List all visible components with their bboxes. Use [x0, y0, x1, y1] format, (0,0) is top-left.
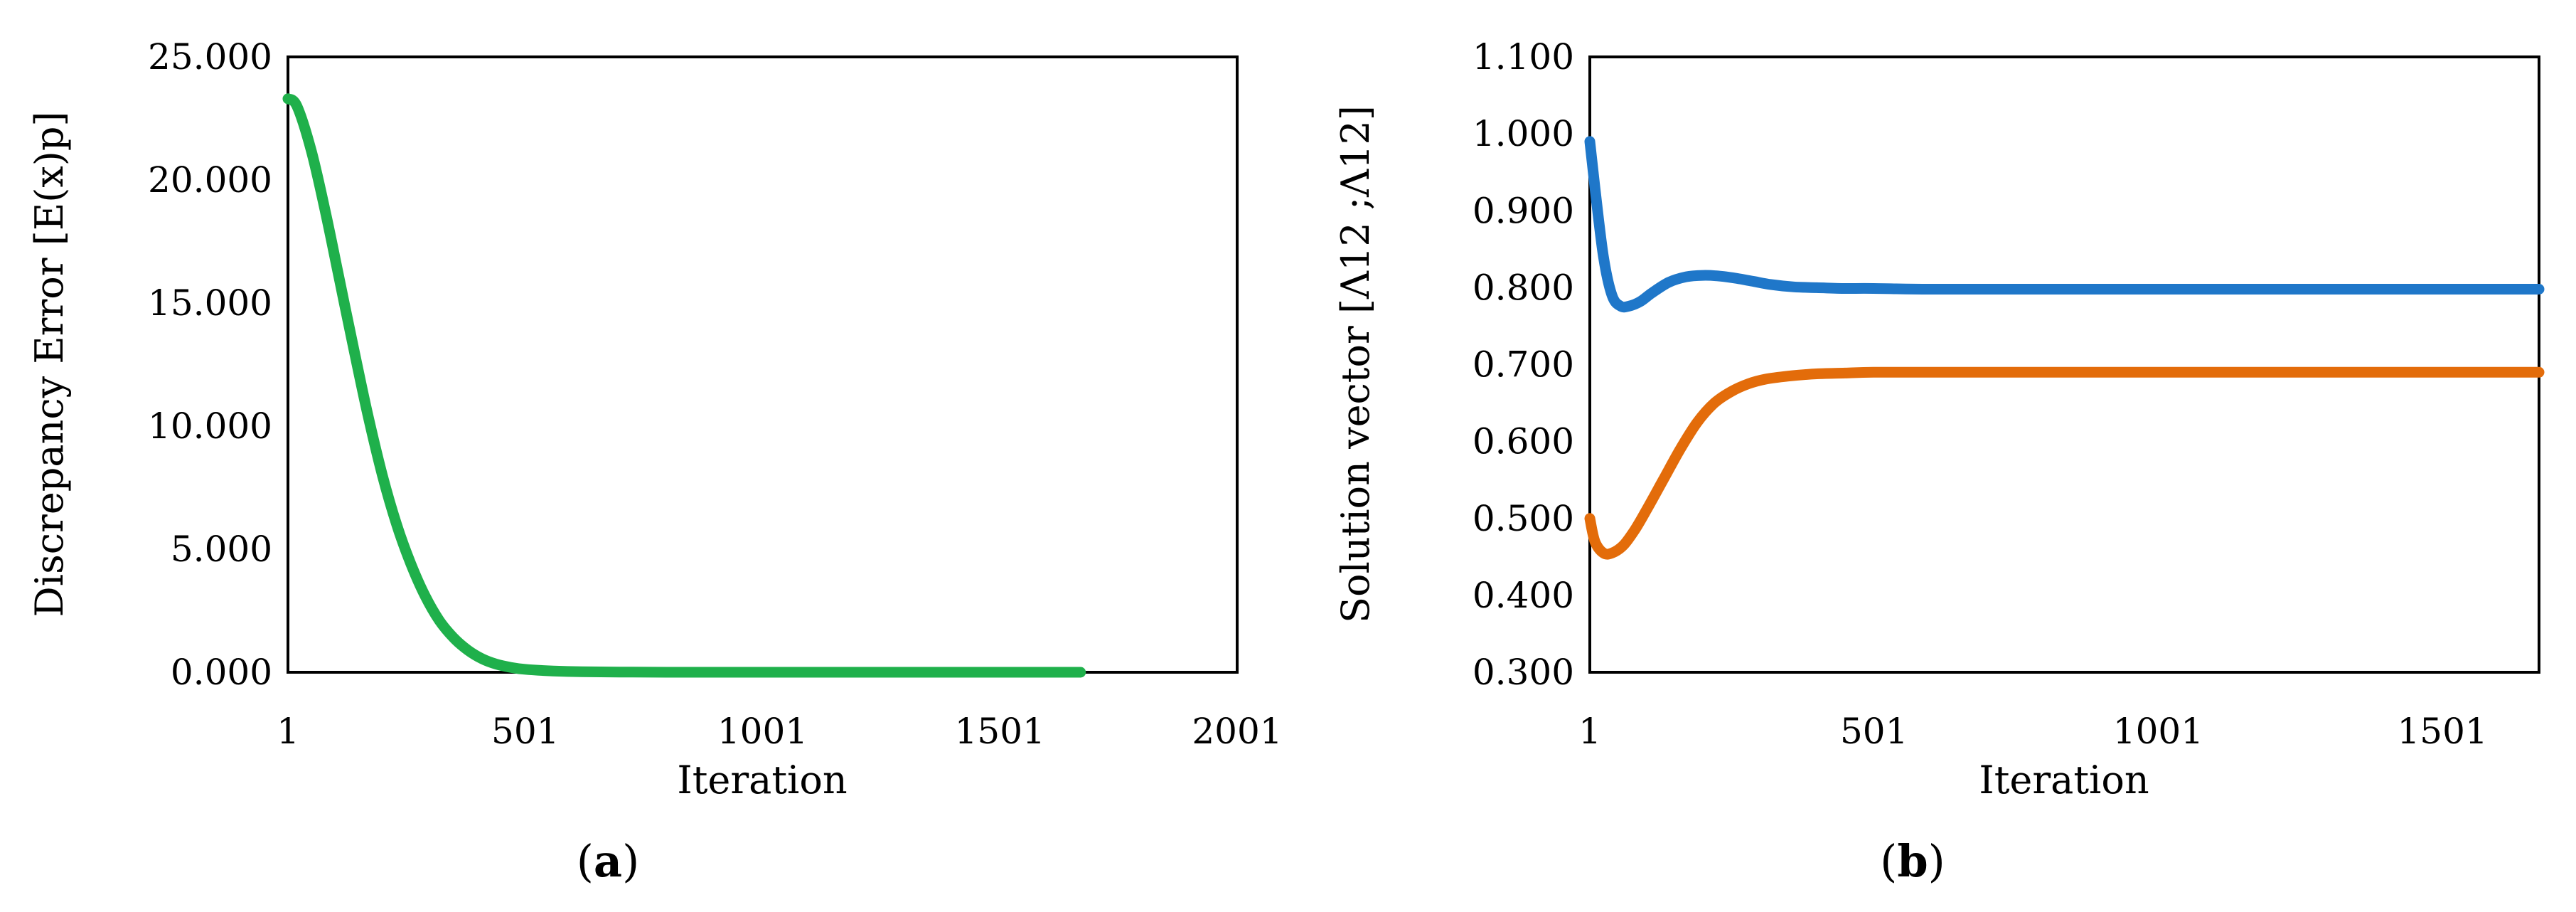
x-tick-labels: 1 501 1001 1501 2001	[277, 711, 1283, 752]
panel-label: (a)	[577, 835, 640, 887]
series-line-1	[1584, 136, 2545, 313]
plot-area-frame	[1588, 55, 2540, 674]
y-tick-label: 0.700	[1473, 344, 1574, 386]
x-tick-label: 1	[277, 711, 299, 752]
y-tick-label: 0.600	[1473, 421, 1574, 462]
series-line-2	[1584, 366, 2545, 560]
y-tick-labels: 0.300 0.400 0.500 0.600 0.700 0.800 0.900 1.000…	[1473, 36, 1574, 693]
y-axis-title: Discrepancy Error [E(x)p]	[27, 112, 72, 617]
x-tick-label: 1501	[2397, 711, 2487, 752]
y-tick-label: 15.000	[148, 282, 272, 324]
x-tick-label: 501	[491, 711, 559, 752]
y-tick-label: 0.300	[1473, 652, 1574, 693]
y-tick-label: 0.000	[171, 652, 272, 693]
x-axis-title: Iteration	[1979, 758, 2149, 802]
x-tick-label: 2001	[1192, 711, 1282, 752]
x-tick-label: 1001	[2113, 711, 2203, 752]
y-axis-title: Solution vector [Λ12 ;Λ12]	[1333, 105, 1378, 623]
y-tick-label: 0.800	[1473, 267, 1574, 308]
x-tick-label: 1501	[955, 711, 1045, 752]
y-tick-label: 0.400	[1473, 575, 1574, 616]
y-tick-label: 0.500	[1473, 498, 1574, 539]
y-tick-labels: 0.000 5.000 10.000 15.000 20.000 25.000	[148, 36, 272, 693]
x-tick-labels: 1 501 1001 1501	[1578, 711, 2488, 752]
chart-panel-b: 0.300 0.400 0.500 0.600 0.700 0.800 0.900 1.000…	[1333, 36, 2545, 887]
series-line-1	[282, 93, 1086, 678]
x-tick-label: 501	[1840, 711, 1908, 752]
series-group	[282, 93, 1086, 678]
y-tick-label: 5.000	[171, 529, 272, 570]
y-tick-label: 25.000	[148, 36, 272, 78]
y-tick-label: 20.000	[148, 159, 272, 201]
y-tick-label: 0.900	[1473, 190, 1574, 231]
x-axis-title: Iteration	[677, 758, 847, 802]
panel-label: (b)	[1880, 835, 1945, 887]
series-group	[1584, 136, 2545, 560]
y-tick-label: 10.000	[148, 405, 272, 447]
y-tick-label: 1.000	[1473, 113, 1574, 154]
y-tick-label: 1.100	[1473, 36, 1574, 78]
plot-area-frame	[287, 55, 1239, 674]
x-tick-label: 1001	[717, 711, 808, 752]
x-tick-label: 1	[1578, 711, 1601, 752]
